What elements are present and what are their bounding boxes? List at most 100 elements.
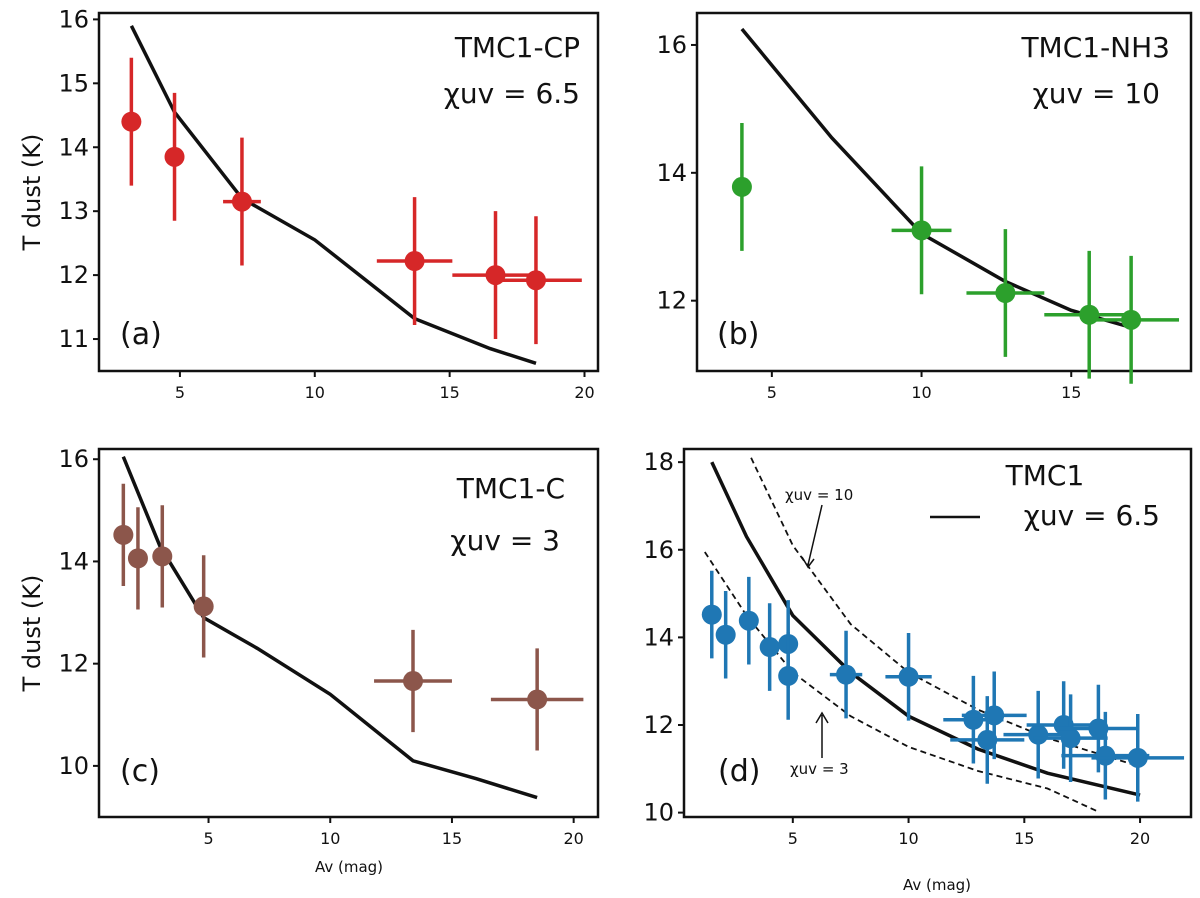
y-tick-label: 14	[643, 623, 674, 651]
panel-d-label: (d)	[718, 754, 760, 789]
data-point	[738, 610, 759, 631]
y-tick-label: 12	[58, 650, 89, 678]
y-tick-label: 11	[58, 325, 89, 353]
panel-c-title: TMC1-C	[456, 472, 565, 505]
model-curve-dashed	[704, 551, 1099, 813]
data-point	[121, 111, 142, 132]
x-tick-label: 5	[175, 383, 185, 402]
y-tick-label: 14	[58, 133, 89, 161]
data-point	[113, 524, 134, 545]
x-tick-label: 15	[1014, 829, 1034, 848]
data-point	[1095, 745, 1116, 766]
model-curve	[740, 27, 1132, 330]
y-tick-label: 12	[643, 711, 674, 739]
panel-c-label: (c)	[120, 754, 160, 789]
x-tick-label: 20	[563, 829, 583, 848]
data-point	[404, 251, 425, 272]
panel-d: (d) TMC1 χuv = 6.5 χuv = 10 χuv = 3 Av (…	[643, 447, 1193, 894]
data-point	[911, 220, 932, 241]
x-tick-label: 10	[320, 829, 340, 848]
panel-b-title: TMC1-NH3	[1020, 31, 1170, 64]
panel-d-plot-area	[701, 457, 1185, 813]
data-point	[1079, 304, 1100, 325]
data-point	[701, 604, 722, 625]
data-point	[995, 283, 1016, 304]
panel-b: (b) TMC1-NH3 χuv = 10 5 10 15 12 14 16	[656, 11, 1193, 402]
panel-a: (a) TMC1-CP χuv = 6.5 T dust (K) 5 10 15 20…	[18, 5, 600, 402]
y-tick-label: 14	[58, 547, 89, 575]
panel-d-upper-arrow	[801, 504, 823, 569]
data-point	[1121, 309, 1142, 330]
panel-c-frame	[97, 447, 600, 819]
y-tick-label: 12	[656, 287, 687, 315]
x-tick-label: 15	[442, 829, 462, 848]
panel-d-lower-annotation: χuv = 3	[790, 760, 849, 778]
panel-c: (c) TMC1-C χuv = 3 T dust (K) Av (mag) 5…	[18, 445, 600, 876]
data-point	[152, 546, 173, 567]
data-point	[898, 666, 919, 687]
panel-d-xlabel: Av (mag)	[903, 876, 971, 894]
y-tick-label: 18	[643, 448, 674, 476]
panel-b-label: (b)	[717, 317, 759, 352]
panel-b-chi-annotation: χuv = 10	[1033, 77, 1160, 110]
x-tick-label: 10	[305, 383, 325, 402]
data-point	[193, 596, 214, 617]
data-point	[403, 671, 424, 692]
data-point	[977, 729, 998, 750]
x-tick-label: 20	[1130, 829, 1150, 848]
panel-d-frame	[682, 447, 1193, 819]
x-tick-label: 5	[788, 829, 798, 848]
x-tick-label: 5	[203, 829, 213, 848]
model-curve	[710, 461, 1141, 797]
data-point	[778, 665, 799, 686]
panel-c-ylabel: T dust (K)	[18, 575, 46, 693]
panel-a-frame	[97, 11, 600, 373]
panel-d-upper-annotation: χuv = 10	[785, 486, 853, 504]
panel-b-frame	[695, 11, 1193, 373]
x-tick-label: 20	[574, 383, 594, 402]
y-tick-label: 13	[58, 197, 89, 225]
panel-a-chi-annotation: χuv = 6.5	[444, 77, 580, 110]
y-tick-label: 12	[58, 261, 89, 289]
panel-d-lower-arrow	[815, 711, 829, 758]
y-tick-label: 14	[656, 159, 687, 187]
data-point	[231, 191, 252, 212]
y-tick-label: 16	[58, 5, 89, 33]
panel-b-plot-area	[731, 27, 1180, 384]
x-tick-label: 15	[1061, 383, 1081, 402]
panel-a-title: TMC1-CP	[454, 31, 580, 64]
panel-c-chi-annotation: χuv = 3	[450, 524, 560, 557]
data-point	[715, 624, 736, 645]
data-point	[127, 548, 148, 569]
data-point	[485, 265, 506, 286]
panel-a-label: (a)	[120, 317, 162, 352]
x-tick-label: 10	[898, 829, 918, 848]
data-point	[984, 705, 1005, 726]
data-point	[1127, 747, 1148, 768]
data-point	[525, 270, 546, 291]
data-point	[731, 176, 752, 197]
y-tick-label: 15	[58, 69, 89, 97]
data-point	[164, 146, 185, 167]
data-point	[1028, 724, 1049, 745]
data-point	[836, 664, 857, 685]
x-tick-label: 15	[439, 383, 459, 402]
panel-d-legend-label: χuv = 6.5	[1024, 499, 1160, 532]
y-tick-label: 10	[58, 752, 89, 780]
x-tick-label: 10	[911, 383, 931, 402]
panel-d-title: TMC1	[1005, 459, 1085, 492]
x-tick-label: 5	[767, 383, 777, 402]
model-curve	[121, 456, 538, 800]
data-point	[1088, 718, 1109, 739]
data-point	[1060, 728, 1081, 749]
y-tick-label: 16	[656, 31, 687, 59]
data-point	[527, 689, 548, 710]
y-tick-label: 16	[58, 445, 89, 473]
panel-a-plot-area	[121, 25, 582, 365]
panel-c-plot-area	[113, 456, 584, 800]
y-tick-label: 16	[643, 536, 674, 564]
data-point	[963, 709, 984, 730]
y-tick-label: 10	[643, 799, 674, 827]
panel-c-xlabel: Av (mag)	[315, 858, 383, 876]
